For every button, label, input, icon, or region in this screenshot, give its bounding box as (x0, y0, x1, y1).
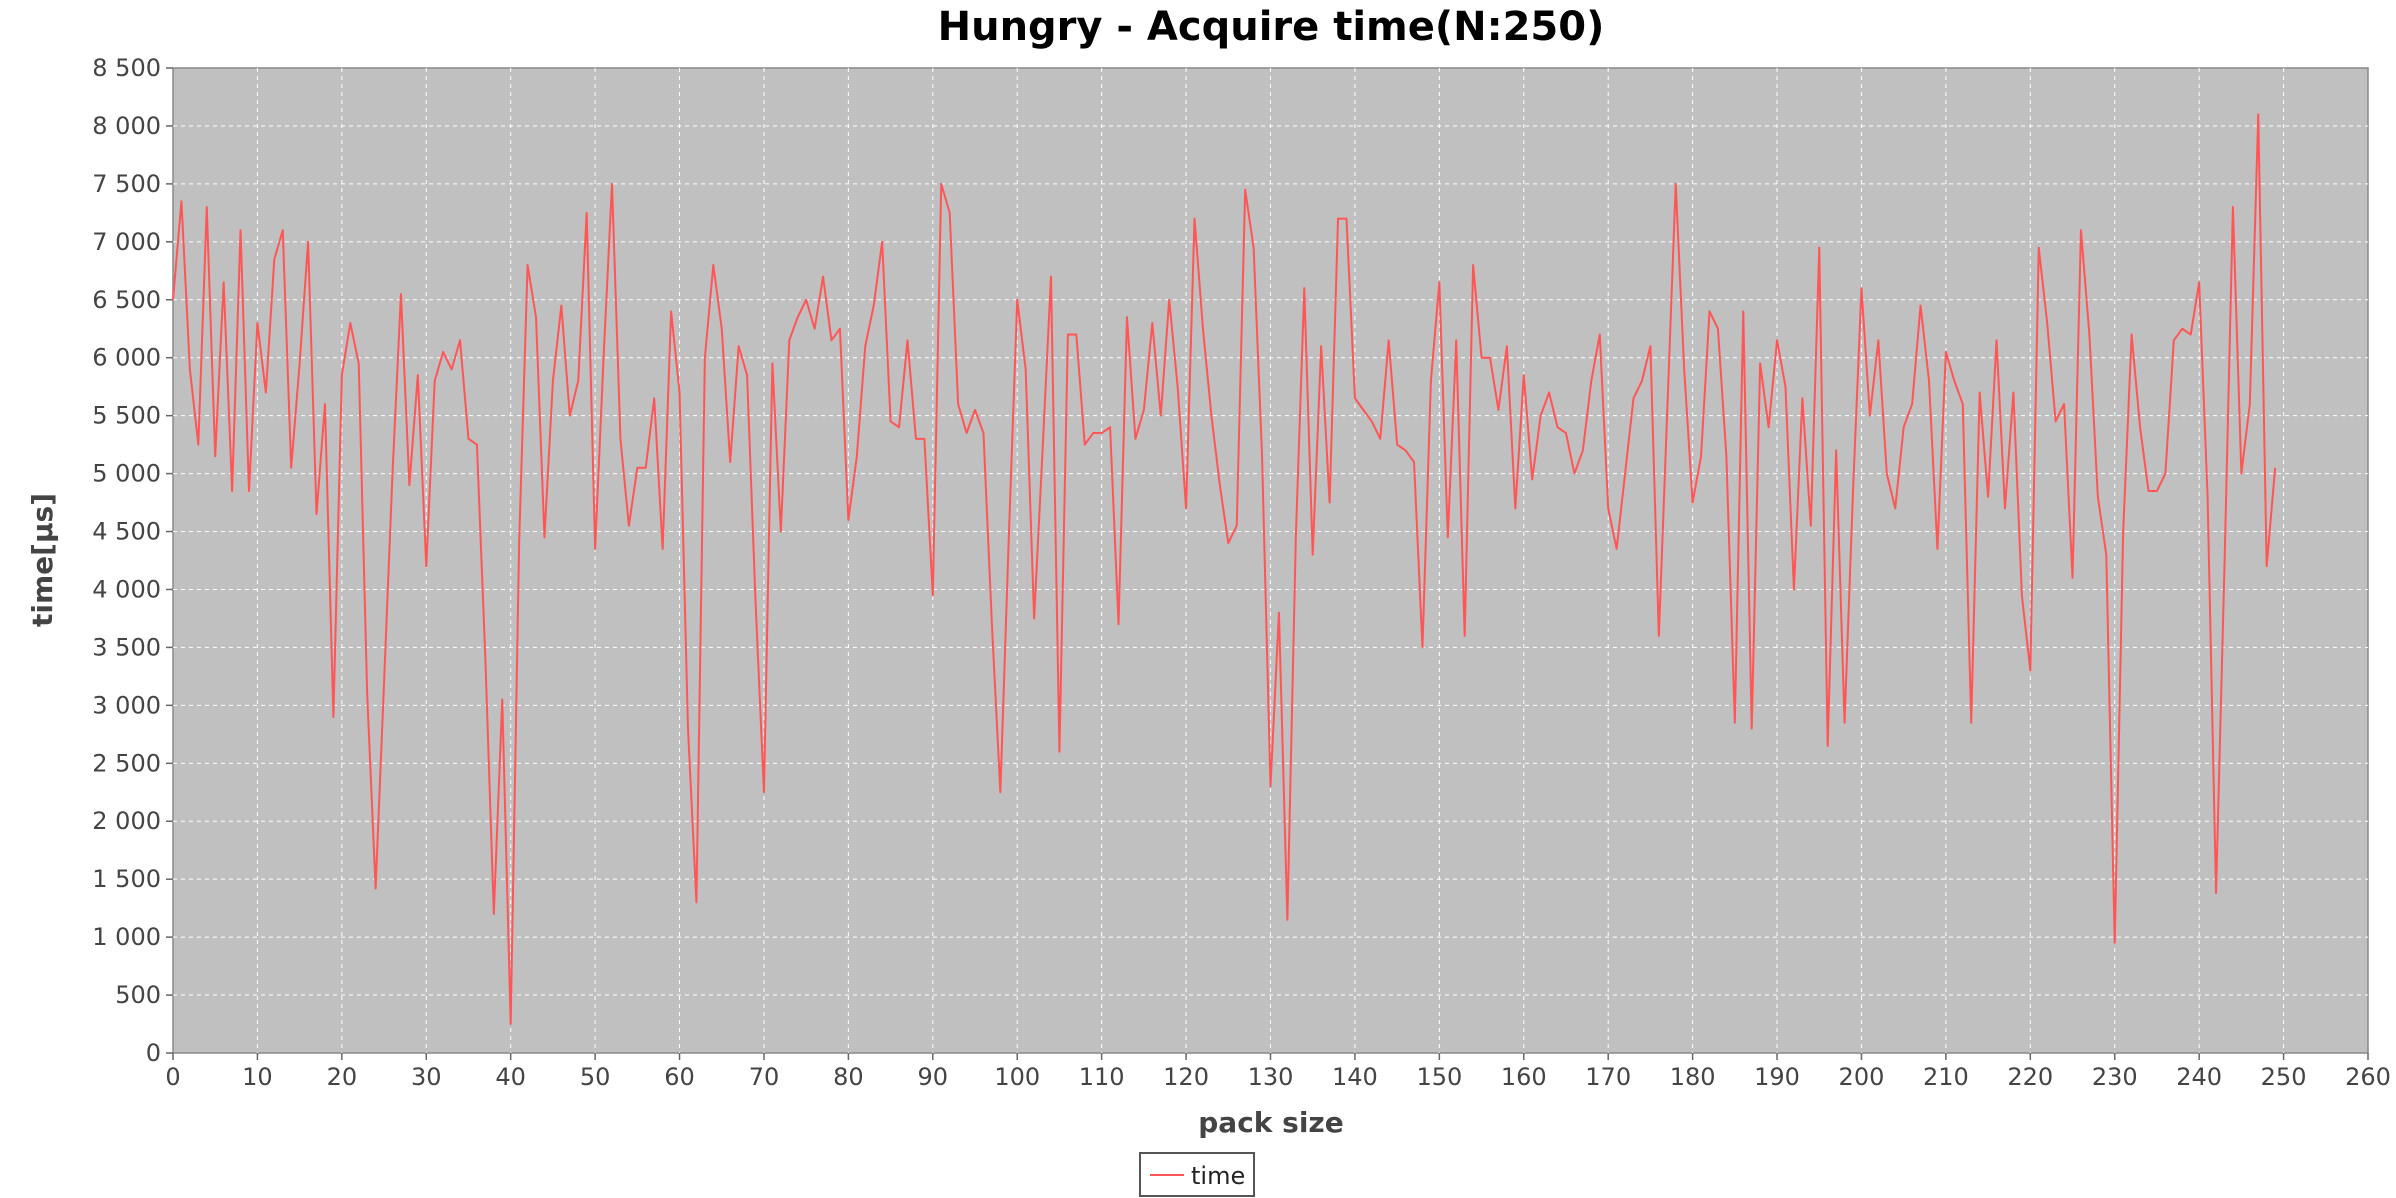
y-tick-label: 2 000 (92, 807, 161, 835)
legend-label-time: time (1191, 1162, 1245, 1190)
x-tick-label: 210 (1923, 1063, 1969, 1091)
x-tick-label: 80 (833, 1063, 864, 1091)
y-tick-label: 7 000 (92, 228, 161, 256)
y-tick-label: 0 (146, 1039, 161, 1067)
series-line-time (172, 113, 2277, 1026)
x-tick-label: 250 (2261, 1063, 2307, 1091)
x-tick-label: 40 (495, 1063, 526, 1091)
y-tick-label: 5 000 (92, 460, 161, 488)
x-tick-label: 70 (749, 1063, 780, 1091)
x-tick-label: 10 (242, 1063, 273, 1091)
x-tick-label: 140 (1332, 1063, 1378, 1091)
x-tick-label: 100 (994, 1063, 1040, 1091)
plot-area (172, 67, 2369, 1054)
chart-title: Hungry - Acquire time(N:250) (938, 4, 1605, 50)
x-tick-label: 130 (1248, 1063, 1294, 1091)
x-tick-label: 110 (1079, 1063, 1125, 1091)
y-axis-label: time[µs] (26, 493, 59, 627)
y-tick-label: 3 500 (92, 633, 161, 661)
x-tick-label: 160 (1501, 1063, 1547, 1091)
x-tick-label: 220 (2007, 1063, 2053, 1091)
x-tick-label: 30 (411, 1063, 442, 1091)
x-tick-label: 200 (1839, 1063, 1885, 1091)
y-axis: 0 500 1 000 1 500 2 000 2 500 3 000 3 500 4 000 4… (92, 54, 173, 1067)
x-tick-label: 260 (2345, 1063, 2391, 1091)
y-tick-label: 6 500 (92, 286, 161, 314)
series-layer (172, 113, 2277, 1026)
y-tick-label: 2 500 (92, 749, 161, 777)
y-tick-label: 6 000 (92, 344, 161, 372)
y-tick-label: 1 500 (92, 865, 161, 893)
y-tick-label: 4 000 (92, 575, 161, 603)
x-tick-label: 90 (918, 1063, 949, 1091)
y-tick-label: 5 500 (92, 402, 161, 430)
x-tick-label: 0 (165, 1063, 180, 1091)
y-tick-label: 1 000 (92, 923, 161, 951)
x-tick-label: 230 (2092, 1063, 2138, 1091)
x-axis: 0 10 20 30 40 50 60 70 80 90 100 110 120 130 140 150 160… (165, 1053, 2391, 1091)
legend: time (1139, 1152, 1255, 1197)
x-tick-label: 150 (1416, 1063, 1462, 1091)
x-tick-label: 170 (1585, 1063, 1631, 1091)
y-tick-label: 500 (115, 981, 161, 1009)
y-tick-label: 8 500 (92, 54, 161, 82)
x-tick-label: 120 (1163, 1063, 1209, 1091)
x-tick-label: 20 (327, 1063, 358, 1091)
y-tick-label: 8 000 (92, 112, 161, 140)
x-axis-label: pack size (1198, 1106, 1343, 1139)
x-tick-label: 60 (664, 1063, 695, 1091)
x-tick-label: 180 (1670, 1063, 1716, 1091)
x-tick-label: 50 (580, 1063, 611, 1091)
y-tick-label: 7 500 (92, 170, 161, 198)
y-tick-label: 3 000 (92, 691, 161, 719)
x-tick-label: 190 (1754, 1063, 1800, 1091)
x-tick-label: 240 (2176, 1063, 2222, 1091)
y-tick-label: 4 500 (92, 518, 161, 546)
